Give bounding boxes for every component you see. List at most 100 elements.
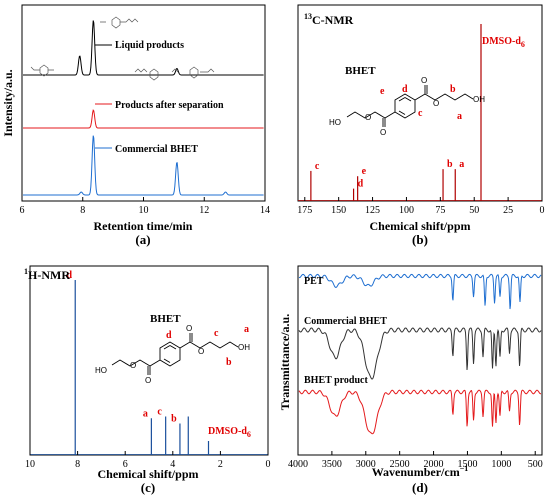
d-series-line-1 xyxy=(298,327,542,380)
panel-c-title: 1H-NMR xyxy=(24,267,70,282)
d-x-tick-label: 1500 xyxy=(457,459,477,470)
a-series-line-1 xyxy=(23,109,264,129)
panel-b-title-main: C-NMR xyxy=(312,13,354,27)
b-peak-label: a xyxy=(459,159,464,170)
d-x-tick-label: 3500 xyxy=(322,459,342,470)
atom-ho-c: HO xyxy=(95,366,107,375)
c-x-tick-label: 8 xyxy=(75,459,80,470)
structure-sketch-1 xyxy=(100,16,139,29)
d-series-line-0 xyxy=(298,273,542,310)
d-x-tick-label: 3000 xyxy=(356,459,376,470)
panel-d-label: (d) xyxy=(412,480,428,495)
c-x-tick-label: 0 xyxy=(266,459,271,470)
panel-b-x-axis-title: Chemical shift/ppm xyxy=(369,219,470,233)
a-series-line-0 xyxy=(23,20,264,76)
a-x-tick-label: 10 xyxy=(139,205,149,216)
panel-d-label-bhet-product: BHET product xyxy=(304,375,368,386)
panel-b-frame xyxy=(297,4,543,202)
panel-c-title-main: H-NMR xyxy=(28,268,70,282)
atom-o-c3: O xyxy=(145,376,151,385)
panel-c-frame xyxy=(29,265,269,456)
panel-d-x-axis-title: Wavenumber/cm−1 xyxy=(372,464,469,479)
b-x-tick-label: 125 xyxy=(365,205,380,216)
d-series-line-2 xyxy=(298,389,541,435)
atom-oh-c: OH xyxy=(238,343,250,352)
panel-b-solvent-sub: 6 xyxy=(521,40,525,49)
atom-ho-1: HO xyxy=(329,118,341,127)
panel-c-x-axis-title: Chemical shift/ppm xyxy=(97,467,198,481)
c-x-tick-label: 10 xyxy=(25,459,35,470)
panel-a-ticks: 6 8 10 12 14 xyxy=(20,197,270,216)
panel-c: da cb 10 8 6 4 2 0 1H-NMR DMSO-d6 BHET Chemica… xyxy=(24,265,271,495)
panel-d-label-pet: PET xyxy=(304,276,324,287)
panel-b-solvent-text: DMSO-d xyxy=(482,36,521,47)
panel-c-plot: da cb xyxy=(30,270,268,455)
struct-letter-c-a: a xyxy=(244,324,249,335)
atom-o-1: O xyxy=(421,76,427,85)
b-peak-label: d xyxy=(358,179,364,190)
struct-letter-d: d xyxy=(402,84,408,95)
atom-o-2: O xyxy=(433,99,439,108)
c-peak-label: b xyxy=(171,414,177,425)
b-peak-label: c xyxy=(315,161,320,172)
struct-letter-e: e xyxy=(380,86,385,97)
panel-a-legend-liquid-products: Liquid products xyxy=(115,40,184,51)
panel-a-y-axis-title: Intensity/a.u. xyxy=(1,69,15,136)
atom-oh-1: OH xyxy=(473,95,485,104)
atom-o-3: O xyxy=(380,128,386,137)
b-x-tick-label: 75 xyxy=(435,205,445,216)
c-x-tick-label: 6 xyxy=(123,459,128,470)
panel-a-plot xyxy=(23,20,264,196)
b-peak-label: e xyxy=(362,166,367,177)
panel-b-ticks: 175 150 125 100 75 50 25 0 xyxy=(297,197,545,216)
left-ester-chain-c xyxy=(111,359,161,375)
panel-d-x-axis-main: Wavenumber/cm xyxy=(372,465,460,479)
d-x-tick-label: 500 xyxy=(528,459,543,470)
struct-letter-c-b: b xyxy=(226,357,232,368)
a-x-tick-label: 8 xyxy=(80,205,85,216)
atom-o-c2: O xyxy=(198,347,204,356)
c-x-tick-label: 4 xyxy=(170,459,175,470)
panel-c-solvent-label: DMSO-d6 xyxy=(208,426,251,439)
struct-letter-b: b xyxy=(450,84,456,95)
a-x-tick-label: 12 xyxy=(199,205,209,216)
c-peak-label: d xyxy=(66,270,72,281)
panel-b-bhet-structure xyxy=(346,85,474,127)
panel-c-bhet-structure xyxy=(111,333,239,375)
b-peak-label: b xyxy=(447,159,453,170)
d-x-tick-label: 4000 xyxy=(288,459,308,470)
panel-a-legend-products-after-separation: Products after separation xyxy=(115,100,224,111)
a-series-line-2 xyxy=(23,135,264,196)
panel-a-label: (a) xyxy=(135,232,150,247)
panel-a: 6 8 10 12 14 Retention time/min Intensity/a.… xyxy=(1,4,270,247)
panel-d: 4000 3500 3000 2500 2000 1500 1000 500 PET Comm… xyxy=(278,265,543,495)
panel-c-solvent-sub: 6 xyxy=(247,430,251,439)
struct-letter-a: a xyxy=(457,111,462,122)
panel-c-label: (c) xyxy=(141,480,155,495)
c-peak-label: c xyxy=(157,407,162,418)
c-x-tick-label: 2 xyxy=(218,459,223,470)
benzene-double-bonds xyxy=(398,97,412,115)
b-x-tick-label: 0 xyxy=(540,205,545,216)
panel-c-ticks: 10 8 6 4 2 0 xyxy=(25,451,271,470)
panel-c-solvent-text: DMSO-d xyxy=(208,426,247,437)
benzene-double-bonds-c xyxy=(163,345,177,363)
panel-d-label-commercial-bhet: Commercial BHET xyxy=(304,316,387,327)
a-x-tick-label: 14 xyxy=(260,205,270,216)
right-ester-chain-c xyxy=(179,333,239,349)
left-ester-chain xyxy=(346,111,396,127)
panel-b-molecule-name: BHET xyxy=(345,65,376,77)
b-x-tick-label: 150 xyxy=(331,205,346,216)
b-x-tick-label: 100 xyxy=(399,205,414,216)
panel-d-plot xyxy=(298,273,542,435)
panel-d-x-axis-sup: −1 xyxy=(460,464,469,473)
panel-a-x-axis-title: Retention time/min xyxy=(94,219,193,233)
struct-letter-c-d: d xyxy=(166,330,172,341)
panel-d-ticks: 4000 3500 3000 2500 2000 1500 1000 500 xyxy=(288,451,543,470)
c-peak-label: a xyxy=(143,408,148,419)
struct-letter-c: c xyxy=(418,108,423,119)
panel-b-solvent-label: DMSO-d6 xyxy=(482,36,525,49)
b-x-tick-label: 25 xyxy=(503,205,513,216)
